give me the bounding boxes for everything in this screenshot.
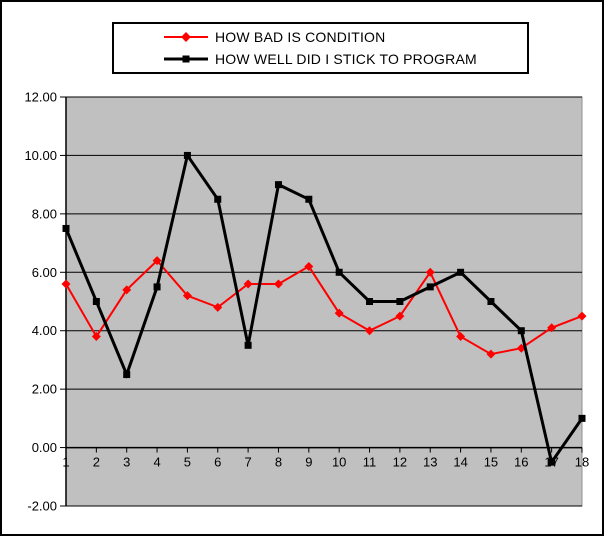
data-point-diamond — [547, 323, 557, 333]
data-point-square — [578, 414, 586, 422]
y-axis-label: -2.00 — [27, 499, 57, 514]
legend-line-diamond-icon — [164, 31, 208, 43]
legend-label: HOW WELL DID I STICK TO PROGRAM — [215, 51, 477, 67]
series-line-1 — [64, 151, 584, 466]
data-point-diamond — [456, 332, 466, 342]
data-point-square — [214, 195, 222, 203]
data-point-square — [487, 298, 495, 305]
legend-box[interactable]: HOW BAD IS CONDITION HOW WELL DID I STIC… — [112, 22, 529, 74]
data-point-diamond — [152, 256, 162, 266]
data-point-square — [366, 298, 374, 305]
x-axis-label: 13 — [423, 455, 437, 470]
data-point-square — [92, 298, 100, 305]
x-axis-label: 11 — [363, 455, 377, 470]
data-point-diamond — [122, 285, 132, 295]
data-point-square — [548, 458, 556, 466]
data-point-diamond — [486, 349, 496, 359]
x-axis-label: 7 — [245, 455, 252, 470]
y-axis-label: 4.00 — [32, 323, 57, 338]
x-axis-label: 10 — [332, 455, 346, 470]
data-point-diamond — [61, 279, 71, 289]
data-point-square — [517, 327, 525, 335]
data-point-diamond — [425, 267, 435, 277]
data-point-square — [274, 181, 282, 189]
x-axis-label: 15 — [484, 455, 498, 470]
legend-entry-how-bad-is-condition[interactable]: HOW BAD IS CONDITION — [164, 28, 527, 46]
x-axis-label: 6 — [214, 455, 221, 470]
data-point-diamond — [304, 261, 314, 271]
data-point-square — [123, 371, 131, 379]
data-point-square — [335, 268, 343, 276]
data-point-diamond — [273, 279, 283, 289]
data-point-diamond — [182, 291, 192, 301]
y-axis-label: 8.00 — [32, 206, 57, 221]
x-axis-label: 3 — [123, 455, 130, 470]
x-axis-label: 16 — [514, 455, 528, 470]
series-line-0 — [65, 259, 583, 356]
y-axis-label: 0.00 — [32, 440, 57, 455]
data-point-diamond — [395, 311, 405, 321]
data-point-square — [305, 195, 313, 203]
data-point-square — [396, 298, 404, 305]
data-point-square — [426, 283, 434, 291]
data-point-square — [62, 224, 70, 232]
legend-line-square-icon — [164, 53, 208, 65]
y-axis-label: 6.00 — [32, 265, 57, 280]
x-axis-label: 14 — [453, 455, 467, 470]
x-axis-label: 12 — [393, 455, 407, 470]
data-point-diamond — [577, 311, 587, 321]
data-point-diamond — [365, 326, 375, 336]
data-point-diamond — [243, 279, 253, 289]
data-point-square — [457, 268, 465, 276]
legend-label: HOW BAD IS CONDITION — [215, 29, 386, 45]
y-axis-label: 10.00 — [24, 148, 57, 163]
plot-area — [65, 96, 583, 507]
x-axis-label: 8 — [275, 455, 282, 470]
data-point-diamond — [91, 332, 101, 342]
y-axis-label: 2.00 — [32, 382, 57, 397]
data-point-square — [153, 283, 161, 291]
x-axis-label: 5 — [184, 455, 191, 470]
x-axis-label: 2 — [93, 455, 100, 470]
y-axis-label: 12.00 — [24, 90, 57, 105]
legend-entry-how-well-did-i-stick-to-program[interactable]: HOW WELL DID I STICK TO PROGRAM — [164, 50, 527, 68]
data-point-diamond — [213, 302, 223, 312]
x-axis-label: 18 — [575, 455, 589, 470]
x-axis-label: 9 — [305, 455, 312, 470]
x-axis-label: 4 — [153, 455, 160, 470]
data-point-square — [244, 341, 252, 349]
data-point-square — [183, 151, 191, 159]
data-point-diamond — [334, 308, 344, 318]
